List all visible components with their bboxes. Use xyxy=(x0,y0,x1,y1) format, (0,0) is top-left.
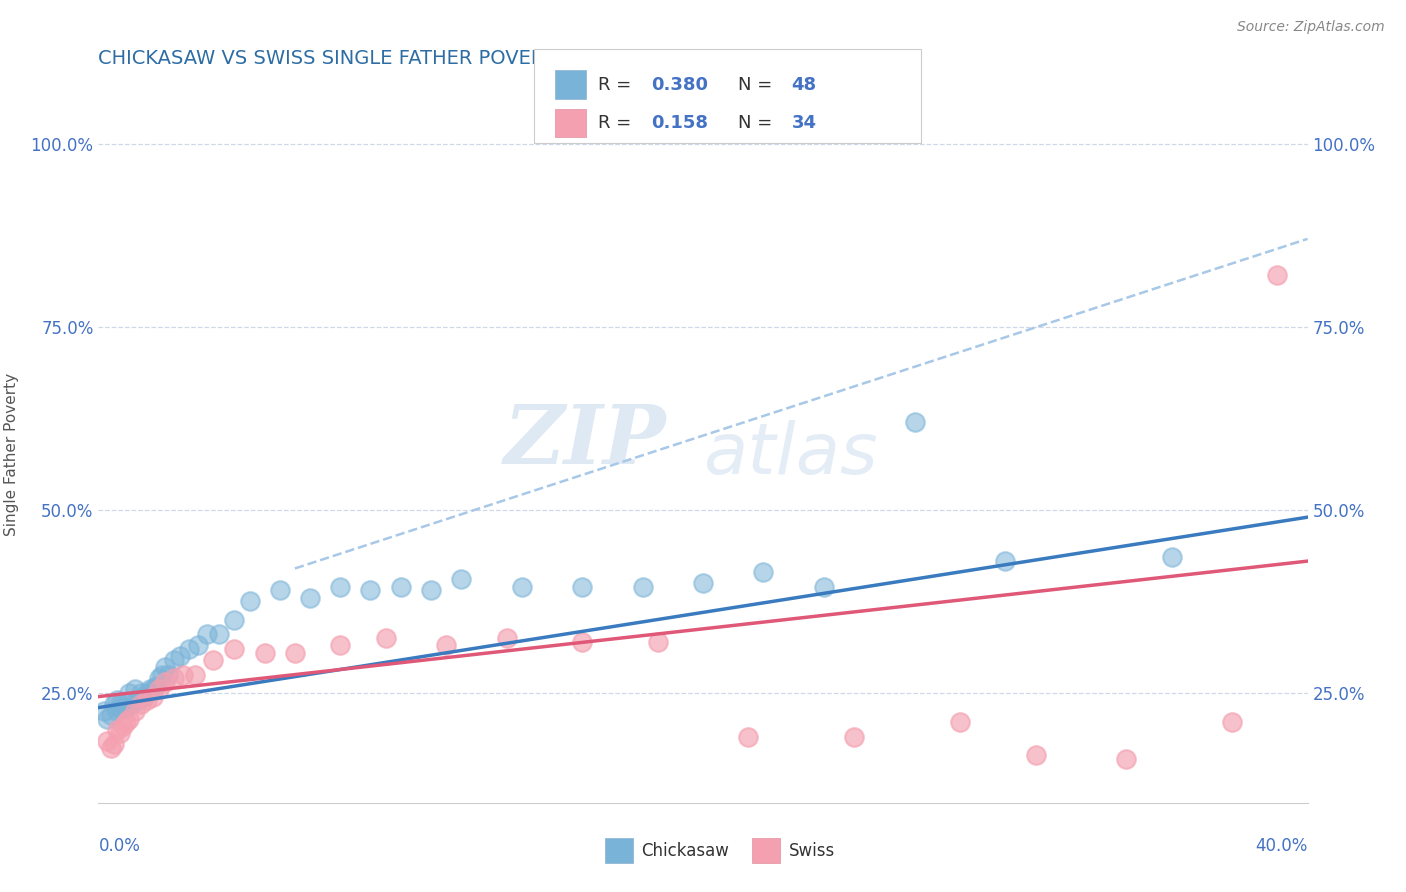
Point xyxy=(1024,748,1046,763)
Text: 40.0%: 40.0% xyxy=(1256,837,1308,855)
Point xyxy=(118,712,141,726)
Text: N =: N = xyxy=(738,114,772,132)
Point xyxy=(100,707,122,722)
Point xyxy=(949,715,972,730)
Point xyxy=(145,679,167,693)
Point xyxy=(148,671,170,685)
Point xyxy=(1220,715,1243,730)
Point xyxy=(114,715,136,730)
Text: R =: R = xyxy=(598,76,631,94)
Point xyxy=(118,686,141,700)
Point xyxy=(224,613,246,627)
Point xyxy=(153,675,176,690)
Point xyxy=(121,697,143,711)
Text: R =: R = xyxy=(598,114,631,132)
Point xyxy=(148,682,170,697)
Point xyxy=(111,719,134,733)
Point xyxy=(253,646,276,660)
Point xyxy=(129,697,152,711)
Point xyxy=(208,627,231,641)
Text: ZIP: ZIP xyxy=(505,401,666,481)
Point xyxy=(284,646,307,660)
Point xyxy=(153,660,176,674)
Text: Source: ZipAtlas.com: Source: ZipAtlas.com xyxy=(1237,20,1385,34)
Point xyxy=(195,627,218,641)
Point xyxy=(1160,550,1182,565)
Point xyxy=(571,580,593,594)
Point xyxy=(127,693,149,707)
Point xyxy=(108,700,131,714)
Point xyxy=(103,737,125,751)
Point xyxy=(374,631,396,645)
Text: 0.158: 0.158 xyxy=(651,114,709,132)
Point xyxy=(124,682,146,697)
Point xyxy=(114,700,136,714)
Text: atlas: atlas xyxy=(703,420,877,490)
Point xyxy=(329,580,352,594)
Point xyxy=(93,704,115,718)
Point xyxy=(103,697,125,711)
Point xyxy=(752,565,775,579)
Point xyxy=(105,723,128,737)
Point xyxy=(389,580,412,594)
Text: Chickasaw: Chickasaw xyxy=(641,842,728,860)
Point xyxy=(184,667,207,681)
Text: Swiss: Swiss xyxy=(789,842,835,860)
Point xyxy=(994,554,1017,568)
Point xyxy=(299,591,322,605)
Point xyxy=(142,682,165,697)
Point xyxy=(179,642,201,657)
Point xyxy=(124,704,146,718)
Point xyxy=(647,634,669,648)
Point xyxy=(129,686,152,700)
Point xyxy=(813,580,835,594)
Point xyxy=(202,653,225,667)
Point xyxy=(434,638,457,652)
Point xyxy=(495,631,517,645)
Point xyxy=(135,686,157,700)
Point xyxy=(269,583,291,598)
Text: N =: N = xyxy=(738,76,772,94)
Point xyxy=(100,740,122,755)
Text: CHICKASAW VS SWISS SINGLE FATHER POVERTY CORRELATION CHART: CHICKASAW VS SWISS SINGLE FATHER POVERTY… xyxy=(98,49,785,68)
Point xyxy=(135,693,157,707)
Point xyxy=(904,415,927,429)
Point xyxy=(329,638,352,652)
Point xyxy=(692,576,714,591)
Point xyxy=(172,667,194,681)
Point xyxy=(108,697,131,711)
Text: 48: 48 xyxy=(792,76,817,94)
Point xyxy=(450,573,472,587)
Point xyxy=(163,671,186,685)
Point xyxy=(1267,268,1289,283)
Point xyxy=(132,690,155,704)
Point xyxy=(150,667,173,681)
Point xyxy=(187,638,209,652)
Point xyxy=(142,690,165,704)
Point xyxy=(631,580,654,594)
Point xyxy=(96,733,118,747)
Point xyxy=(169,649,191,664)
Point xyxy=(1115,752,1137,766)
Y-axis label: Single Father Poverty: Single Father Poverty xyxy=(4,374,20,536)
Point xyxy=(111,700,134,714)
Point xyxy=(105,704,128,718)
Point xyxy=(156,667,179,681)
Point xyxy=(510,580,533,594)
Text: 0.380: 0.380 xyxy=(651,76,709,94)
Point xyxy=(737,730,759,744)
Point xyxy=(420,583,443,598)
Point xyxy=(844,730,866,744)
Text: 0.0%: 0.0% xyxy=(98,837,141,855)
Point xyxy=(571,634,593,648)
Point xyxy=(224,642,246,657)
Point xyxy=(105,693,128,707)
Point xyxy=(108,726,131,740)
Point xyxy=(360,583,382,598)
Point xyxy=(239,594,262,608)
Point xyxy=(139,682,162,697)
Text: 34: 34 xyxy=(792,114,817,132)
Point xyxy=(163,653,186,667)
Point xyxy=(96,712,118,726)
